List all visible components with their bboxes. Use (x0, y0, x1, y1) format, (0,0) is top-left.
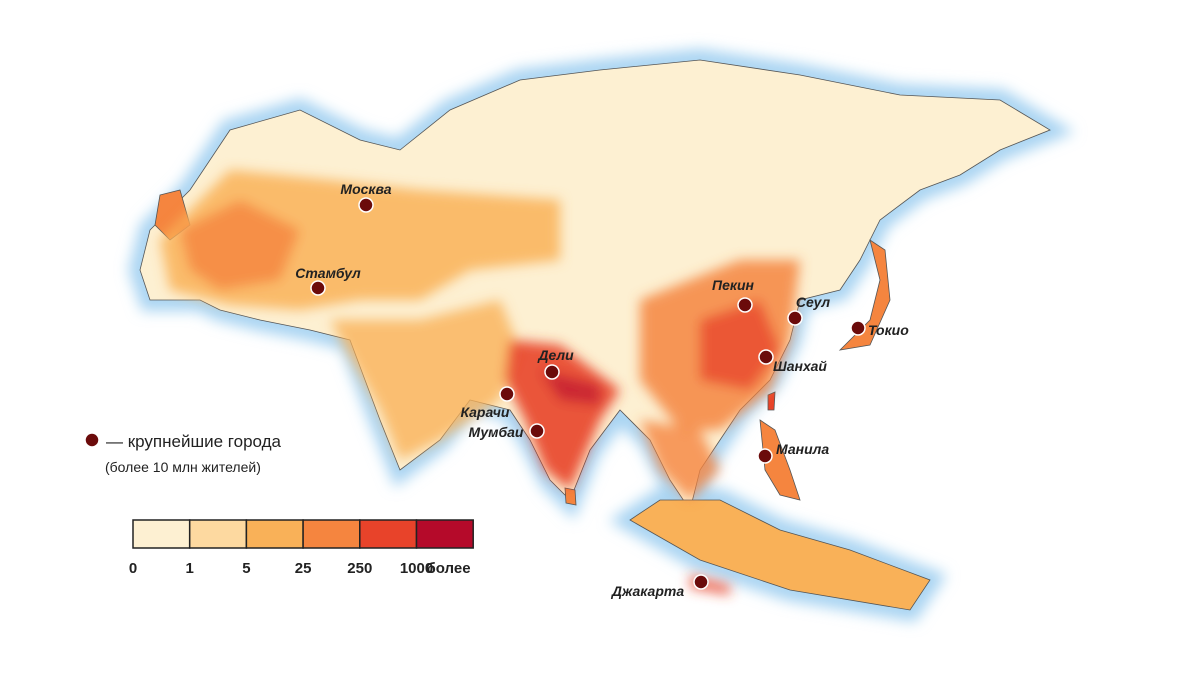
taiwan (767, 391, 776, 411)
city-label: Джакарта (611, 583, 684, 599)
legend-label: — крупнейшие города (106, 432, 282, 451)
scale-label: 1000 (400, 560, 433, 577)
scale-swatch (132, 519, 191, 549)
city-label: Карачи (461, 404, 510, 420)
city-marker (737, 297, 753, 313)
land (139, 59, 1051, 611)
city-marker (358, 197, 374, 213)
cities: Москва Стамбул Пекин Сеул Токио Дели Шанхай Кар… (295, 181, 909, 599)
japan (838, 239, 891, 351)
scale-swatch (188, 519, 248, 549)
city-marker (757, 448, 773, 464)
city-label: Мумбаи (469, 424, 524, 440)
city-marker (758, 349, 774, 365)
city-marker (544, 364, 560, 380)
scale-label: 25 (295, 560, 312, 577)
city-label: Стамбул (295, 265, 361, 281)
city-label: Манила (776, 441, 829, 457)
city-marker (499, 386, 515, 402)
city-label: Сеул (796, 294, 830, 310)
legend-note: (более 10 млн жителей) (105, 459, 261, 475)
density-overlay (160, 170, 800, 595)
city-marker (787, 310, 803, 326)
scale-swatch (245, 519, 304, 549)
scale-swatch (359, 519, 418, 549)
city-label: Дели (537, 347, 574, 363)
city-label: Пекин (712, 277, 755, 293)
scale-swatch (415, 519, 474, 549)
legend: — крупнейшие города (более 10 млн жителе… (84, 432, 282, 475)
scale-label: 0 (129, 560, 137, 577)
scale-label: 5 (242, 560, 250, 577)
scale-label: 1 (186, 560, 194, 577)
scale-swatch (302, 519, 361, 549)
scale-label: 250 (347, 560, 372, 577)
city-marker (693, 574, 709, 590)
scale-label: более (427, 560, 471, 577)
sri-lanka (564, 487, 577, 506)
city-marker (310, 280, 326, 296)
legend-marker (84, 432, 100, 448)
city-label: Москва (340, 181, 391, 197)
city-marker (529, 423, 545, 439)
philippines (759, 419, 801, 501)
city-marker (850, 320, 866, 336)
city-label: Шанхай (773, 358, 827, 374)
city-label: Токио (868, 322, 909, 338)
